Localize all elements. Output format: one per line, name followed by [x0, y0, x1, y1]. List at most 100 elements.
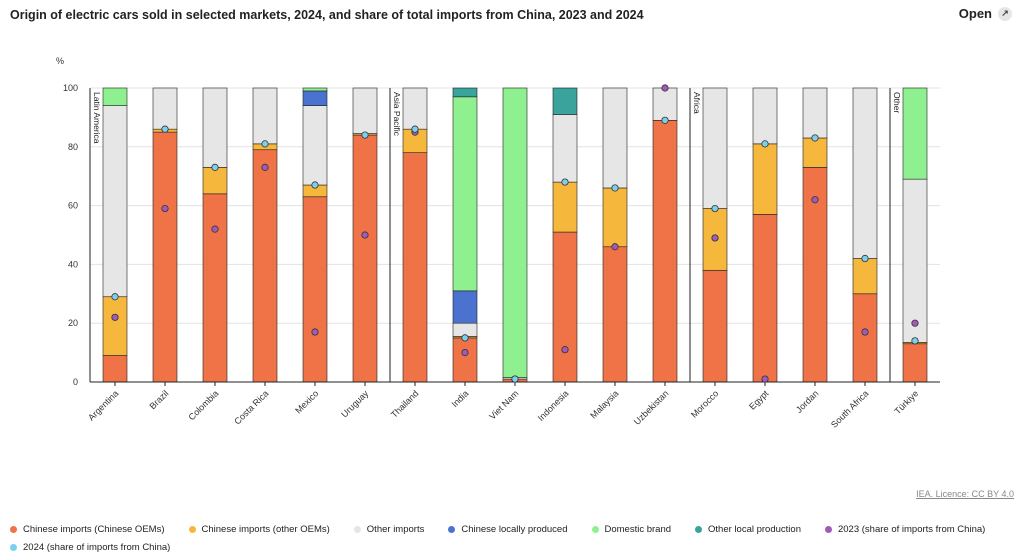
legend-swatch — [824, 526, 832, 533]
point-y2024 — [411, 125, 419, 133]
bar-segment-other_imports — [852, 87, 878, 259]
expand-icon: ↗ — [998, 6, 1012, 21]
point-y2024 — [761, 140, 769, 148]
legend-label: 2023 (share of imports from China) — [837, 524, 986, 535]
bar-segment-other_imports — [552, 114, 578, 183]
point-y2024 — [911, 337, 919, 345]
bar-segment-cn_oem — [252, 149, 278, 383]
point-y2024 — [361, 131, 369, 139]
point-y2024 — [111, 293, 119, 301]
bar-segment-other_oem — [552, 181, 578, 233]
legend-swatch — [188, 526, 196, 533]
bar-segment-other_imports — [402, 87, 428, 130]
bar-segment-cn_oem — [452, 337, 478, 383]
bar-segment-other_imports — [652, 87, 678, 121]
group-label: Africa — [692, 92, 702, 114]
legend-swatch — [695, 526, 703, 533]
point-y2023 — [361, 231, 369, 239]
point-y2023 — [711, 234, 719, 242]
x-tick-label: Morocco — [689, 388, 720, 419]
legend-swatch — [448, 526, 456, 533]
bar-segment-other_imports — [302, 105, 328, 186]
bar-segment-other_imports — [352, 87, 378, 134]
bar-segment-other_imports — [102, 105, 128, 298]
x-tick-label: Uruguay — [339, 388, 370, 419]
bar-segment-cn_oem — [102, 355, 128, 383]
point-y2024 — [261, 140, 269, 148]
point-y2024 — [161, 125, 169, 133]
legend-item-domestic[interactable]: Domestic brand — [591, 524, 672, 535]
legend-item-y2024[interactable]: 2024 (share of imports from China) — [10, 542, 170, 553]
open-button[interactable]: Open ↗ — [959, 6, 1012, 21]
point-y2024 — [211, 163, 219, 171]
point-y2023 — [311, 328, 319, 336]
point-y2024 — [311, 181, 319, 189]
bar-segment-cn_oem — [752, 214, 778, 383]
point-y2024 — [811, 134, 819, 142]
legend-label: Chinese imports (other OEMs) — [201, 524, 330, 535]
bar-segment-cn_oem — [902, 343, 928, 383]
legend-label: Chinese locally produced — [461, 524, 568, 535]
point-y2023 — [211, 225, 219, 233]
legend-swatch — [10, 544, 17, 551]
bar-segment-cn_oem — [302, 196, 328, 383]
x-tick-label: Viet Nam — [487, 388, 520, 421]
point-y2023 — [561, 346, 569, 354]
legend-label: 2024 (share of imports from China) — [23, 542, 171, 553]
chart-legend: Chinese imports (Chinese OEMs) Chinese im… — [10, 524, 1010, 553]
legend-swatch — [10, 526, 17, 533]
legend-item-cn_oem[interactable]: Chinese imports (Chinese OEMs) — [10, 524, 165, 535]
point-y2024 — [611, 184, 619, 192]
bar-segment-cn_oem — [602, 246, 628, 383]
bar-segment-cn_oem — [152, 131, 178, 383]
y-tick-label: 40 — [68, 259, 78, 269]
bar-segment-other_oem — [102, 296, 128, 356]
x-tick-label: Egypt — [747, 388, 771, 412]
bar-segment-cn_oem — [352, 134, 378, 383]
x-tick-label: Mexico — [293, 388, 320, 415]
point-y2024 — [511, 375, 519, 383]
x-tick-label: Colombia — [186, 388, 220, 422]
x-tick-label: Türkiye — [892, 388, 920, 416]
bar-segment-other_imports — [202, 87, 228, 168]
legend-item-cn_local[interactable]: Chinese locally produced — [448, 524, 568, 535]
bar-segment-other_imports — [702, 87, 728, 209]
bar-segment-cn_local — [302, 90, 328, 106]
point-y2023 — [611, 243, 619, 251]
point-y2023 — [161, 204, 169, 213]
bar-segment-cn_oem — [852, 293, 878, 383]
bar-segment-cn_oem — [202, 193, 228, 383]
bar-segment-cn_local — [452, 290, 478, 324]
group-label: Other — [892, 92, 902, 113]
point-y2023 — [461, 348, 469, 357]
point-y2023 — [661, 84, 669, 92]
legend-item-other_local[interactable]: Other local production — [695, 524, 801, 535]
x-tick-label: Costa Rica — [232, 388, 270, 426]
point-y2023 — [761, 375, 769, 383]
legend-label: Domestic brand — [604, 524, 672, 535]
y-tick-label: 80 — [68, 142, 78, 152]
bar-segment-cn_oem — [702, 269, 728, 383]
bar-segment-other_oem — [802, 137, 828, 168]
bar-segment-domestic — [502, 87, 528, 378]
x-tick-label: Jordan — [794, 388, 821, 415]
open-label: Open — [958, 6, 992, 21]
legend-swatch — [353, 526, 361, 533]
legend-item-other_imports[interactable]: Other imports — [353, 524, 425, 535]
bar-segment-cn_oem — [402, 152, 428, 383]
point-y2024 — [661, 116, 669, 124]
bar-segment-other_oem — [602, 187, 628, 248]
y-tick-label: 100 — [63, 83, 78, 93]
bar-segment-domestic — [902, 87, 928, 180]
bar-segment-other_local — [452, 87, 478, 98]
legend-item-y2023[interactable]: 2023 (share of imports from China) — [824, 524, 986, 535]
bar-segment-other_imports — [252, 87, 278, 145]
point-y2023 — [861, 328, 869, 336]
licence-link[interactable]: IEA. Licence: CC BY 4.0 — [916, 489, 1014, 499]
x-tick-label: India — [450, 388, 471, 409]
legend-item-other_oem[interactable]: Chinese imports (other OEMs) — [188, 524, 330, 535]
x-tick-label: Indonesia — [536, 388, 571, 423]
point-y2024 — [461, 334, 469, 342]
legend-label: Other imports — [366, 524, 425, 535]
x-tick-label: South Africa — [829, 388, 870, 429]
